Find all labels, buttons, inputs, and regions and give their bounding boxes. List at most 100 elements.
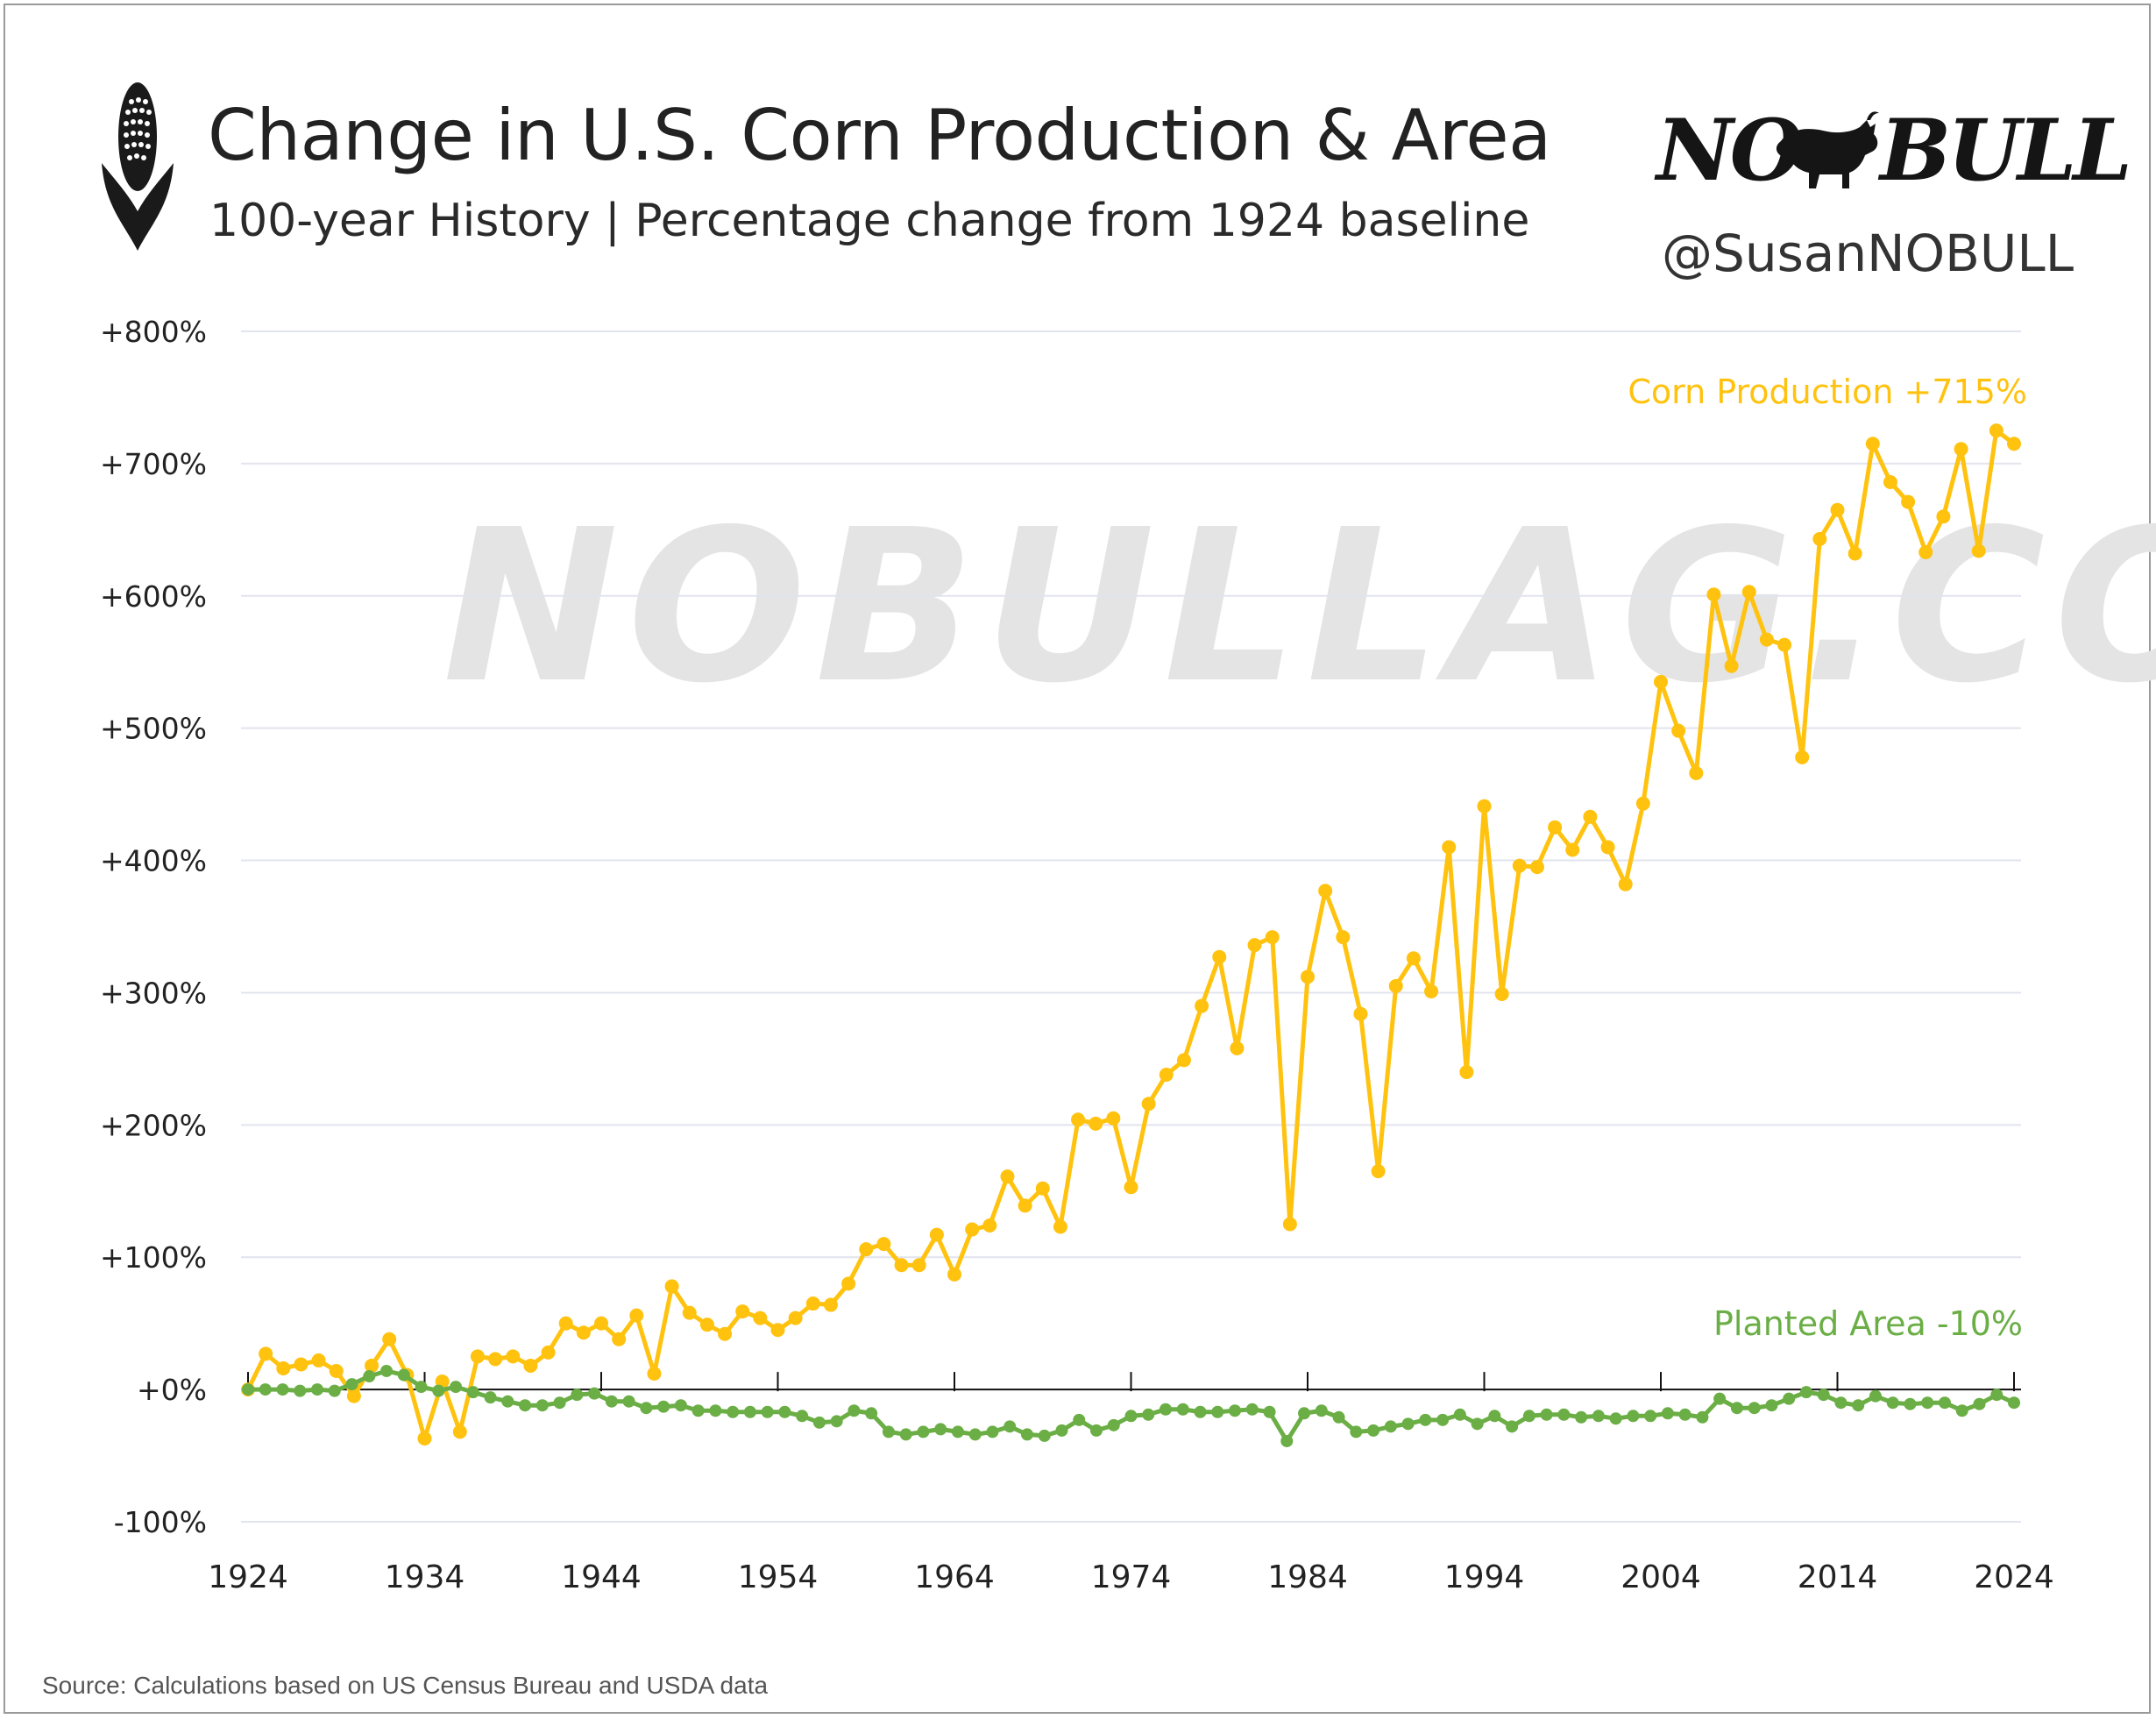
data-point <box>1388 978 1403 993</box>
data-point <box>1973 1397 1986 1410</box>
data-point <box>1315 1404 1328 1417</box>
data-point <box>1004 1420 1017 1433</box>
data-point <box>674 1399 687 1412</box>
data-point <box>535 1399 549 1412</box>
data-point <box>657 1400 670 1413</box>
data-point <box>761 1405 774 1418</box>
data-point <box>1661 1407 1674 1420</box>
data-point <box>934 1423 947 1436</box>
data-point <box>709 1404 722 1417</box>
data-point <box>1565 842 1580 857</box>
data-point <box>735 1304 750 1319</box>
data-point <box>982 1218 997 1233</box>
data-point <box>1053 1219 1067 1234</box>
data-point <box>1671 723 1686 738</box>
data-point <box>770 1323 785 1338</box>
x-axis: 1924 1934 1944 1954 1964 1974 1984 1994 2004 2014… <box>208 1372 2054 1595</box>
data-point <box>1195 998 1209 1013</box>
data-point <box>1654 674 1668 689</box>
y-tick-label: +0% <box>137 1373 207 1407</box>
data-point <box>1955 1404 1968 1417</box>
data-point <box>1989 423 2004 438</box>
data-point <box>1852 1399 1865 1412</box>
data-point <box>501 1395 514 1408</box>
bull-icon <box>1776 111 1879 188</box>
data-point <box>1817 1389 1830 1402</box>
watermark: NOBULLAG.COM <box>443 484 2156 729</box>
data-point <box>718 1326 733 1341</box>
data-point <box>965 1222 980 1237</box>
data-point <box>1724 658 1739 673</box>
y-axis: +800% +700% +600% +500% +400% +300% +200% +100%… <box>100 315 207 1539</box>
chart-title: Change in U.S. Corn Production & Area <box>208 95 1551 176</box>
data-point <box>1741 585 1756 600</box>
data-point <box>397 1368 410 1382</box>
data-point <box>1401 1417 1415 1431</box>
data-point <box>629 1308 644 1323</box>
data-point <box>911 1258 926 1273</box>
data-point <box>968 1428 982 1441</box>
data-point <box>1575 1410 1588 1424</box>
data-point <box>1799 1386 1812 1399</box>
data-point <box>1141 1097 1156 1112</box>
data-point <box>1336 930 1351 945</box>
data-point <box>1018 1198 1032 1213</box>
data-point <box>1073 1413 1086 1426</box>
brand-logo: NO BULL <box>1648 101 2132 206</box>
data-point <box>859 1242 874 1257</box>
data-point <box>1263 1405 1276 1418</box>
data-point <box>1247 938 1262 953</box>
x-tick-label: 1934 <box>385 1559 465 1595</box>
data-point <box>1865 437 1880 451</box>
data-point <box>576 1325 591 1340</box>
data-point <box>1618 877 1633 891</box>
data-point <box>1442 840 1457 855</box>
data-point <box>1748 1402 1761 1415</box>
data-point <box>1557 1408 1571 1421</box>
data-point <box>1318 884 1333 899</box>
x-tick-label: 1954 <box>738 1559 819 1595</box>
data-point <box>259 1383 272 1396</box>
data-point <box>1298 1407 1311 1420</box>
data-point <box>558 1316 573 1331</box>
data-point <box>699 1318 714 1332</box>
x-tick-label: 1964 <box>914 1559 995 1595</box>
data-point <box>1176 1053 1191 1068</box>
data-point <box>466 1386 479 1399</box>
series-1 <box>242 1364 2020 1447</box>
data-point <box>1194 1405 1207 1418</box>
y-tick-label: -100% <box>114 1505 207 1539</box>
data-point <box>1529 860 1544 875</box>
y-tick-label: +800% <box>100 315 207 349</box>
data-point <box>830 1415 843 1428</box>
data-point <box>1020 1428 1033 1441</box>
data-point <box>1245 1403 1259 1416</box>
data-point <box>1459 1064 1474 1079</box>
data-point <box>1540 1408 1553 1421</box>
data-point <box>1282 1217 1297 1232</box>
data-point <box>1494 986 1509 1001</box>
data-point <box>488 1352 503 1367</box>
data-point <box>865 1407 878 1420</box>
data-point <box>894 1258 909 1273</box>
x-tick-label: 2014 <box>1798 1559 1878 1595</box>
y-tick-label: +300% <box>100 976 207 1010</box>
x-tick-label: 1944 <box>561 1559 642 1595</box>
data-point <box>1730 1402 1743 1415</box>
data-point <box>727 1405 740 1418</box>
data-point <box>1160 1403 1173 1416</box>
data-point <box>1406 951 1421 966</box>
y-tick-label: +700% <box>100 447 207 481</box>
data-point <box>382 1332 397 1346</box>
data-point <box>1371 1164 1386 1179</box>
data-point <box>1921 1396 1934 1410</box>
data-point <box>1795 749 1810 764</box>
series-label-corn-production: Corn Production +715% <box>1628 373 2027 411</box>
data-point <box>882 1425 895 1438</box>
data-point <box>470 1349 485 1364</box>
data-point <box>1713 1392 1727 1405</box>
data-point <box>664 1279 679 1294</box>
data-point <box>640 1402 653 1415</box>
data-point <box>1124 1180 1138 1195</box>
